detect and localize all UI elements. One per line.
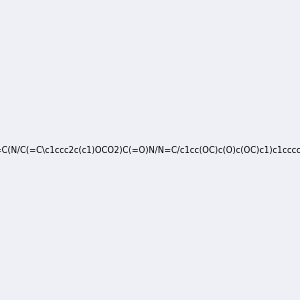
- Text: O=C(N/C(=C\c1ccc2c(c1)OCO2)C(=O)N/N=C/c1cc(OC)c(O)c(OC)c1)c1ccccc1: O=C(N/C(=C\c1ccc2c(c1)OCO2)C(=O)N/N=C/c1…: [0, 146, 300, 154]
